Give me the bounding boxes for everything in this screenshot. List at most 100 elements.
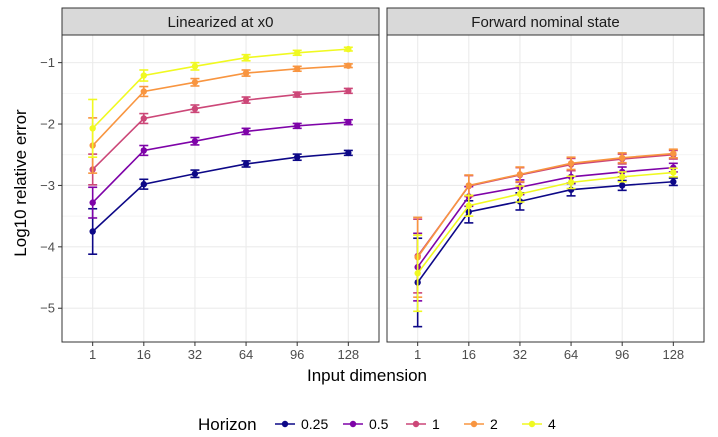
data-point <box>191 170 199 177</box>
data-point <box>618 182 626 189</box>
x-axis-title: Input dimension <box>307 366 427 385</box>
data-point <box>567 160 575 167</box>
data-point <box>140 181 148 188</box>
data-point <box>293 91 301 98</box>
panel-1: Linearized at x0 1 16 32 64 96 128 <box>61 7 380 362</box>
data-point <box>293 122 301 130</box>
x-tick-label: 32 <box>513 347 527 362</box>
data-point <box>516 190 524 198</box>
data-point <box>242 69 250 77</box>
data-point <box>140 88 148 95</box>
data-point <box>293 153 301 161</box>
data-point <box>670 178 677 185</box>
series-0.25 <box>88 149 353 255</box>
data-point <box>140 147 148 154</box>
x-tick-label: 128 <box>337 347 359 362</box>
x-tick-label: 1 <box>414 347 421 362</box>
legend: Horizon 0.25 0.5 1 2 4 <box>198 415 556 434</box>
data-point <box>89 199 96 206</box>
data-point <box>567 179 575 186</box>
x-tick-label: 64 <box>564 347 578 362</box>
data-point <box>345 149 352 157</box>
y-axis: −5 −4 −3 −2 −1 <box>40 55 62 316</box>
legend-key-point <box>349 420 357 428</box>
y-tick-label: −2 <box>40 117 55 132</box>
data-point <box>191 63 199 70</box>
data-point <box>89 228 96 235</box>
data-point <box>345 62 352 69</box>
legend-item-0.5: 0.5 <box>343 416 389 432</box>
data-point <box>618 173 626 181</box>
x-tick-label: 96 <box>615 347 629 362</box>
x-tick-label: 32 <box>188 347 202 362</box>
x-tick-label: 16 <box>137 347 151 362</box>
data-point <box>618 154 626 161</box>
series-4 <box>88 45 353 158</box>
y-tick-label: −4 <box>40 239 55 254</box>
legend-items: 0.25 0.5 1 2 4 <box>275 416 556 432</box>
series-line <box>417 171 674 274</box>
x-tick-label: 16 <box>462 347 476 362</box>
data-point <box>242 160 250 168</box>
legend-title: Horizon <box>198 415 257 434</box>
legend-label: 4 <box>548 416 556 432</box>
data-point <box>670 169 677 176</box>
data-point <box>191 105 199 112</box>
series-2 <box>88 62 353 174</box>
data-point <box>345 45 352 53</box>
series-line <box>92 64 349 147</box>
x-tick-label: 128 <box>662 347 684 362</box>
panel-background <box>62 35 379 342</box>
legend-label: 2 <box>490 416 498 432</box>
data-point <box>242 54 250 61</box>
x-tick-label: 96 <box>290 347 304 362</box>
data-point <box>670 150 677 157</box>
data-point <box>191 138 199 145</box>
legend-item-4: 4 <box>522 416 556 432</box>
panel-strip <box>61 7 380 36</box>
legend-key-point <box>412 420 420 428</box>
x-tick-label: 64 <box>239 347 253 362</box>
data-point <box>140 72 148 79</box>
series-1 <box>88 87 353 186</box>
data-point <box>345 87 352 95</box>
y-tick-label: −5 <box>40 301 55 316</box>
panel-title: Linearized at x0 <box>168 14 274 31</box>
data-point <box>191 79 199 86</box>
data-point <box>293 49 301 57</box>
data-point <box>345 118 352 126</box>
data-point <box>414 270 421 277</box>
data-point <box>242 128 250 135</box>
legend-item-1: 1 <box>406 416 440 432</box>
series-line <box>417 152 674 258</box>
legend-label: 0.25 <box>301 416 328 432</box>
x-tick-label: 1 <box>89 347 96 362</box>
series-line <box>92 121 349 204</box>
y-tick-label: −3 <box>40 178 55 193</box>
legend-label: 0.5 <box>369 416 389 432</box>
panel-border <box>61 34 380 343</box>
series-0.5 <box>88 118 353 219</box>
series-line <box>92 152 349 233</box>
data-point <box>140 115 148 122</box>
series-line <box>417 166 674 268</box>
panel-strip <box>386 7 705 36</box>
legend-label: 1 <box>432 416 440 432</box>
series-line <box>92 90 349 171</box>
legend-item-2: 2 <box>464 416 498 432</box>
panel-2: Forward nominal state 1 16 32 64 96 128 <box>386 7 705 362</box>
panel-title: Forward nominal state <box>471 14 619 31</box>
data-point <box>516 171 524 178</box>
data-point <box>89 125 96 132</box>
series-line <box>92 48 349 129</box>
data-point <box>465 202 473 209</box>
legend-item-0.25: 0.25 <box>275 416 328 432</box>
legend-key-point <box>281 420 289 428</box>
y-tick-label: −1 <box>40 55 55 70</box>
data-point <box>242 96 250 104</box>
panel-border <box>386 34 705 343</box>
series-4 <box>413 167 678 313</box>
y-axis-title: Log10 relative error <box>11 109 30 257</box>
